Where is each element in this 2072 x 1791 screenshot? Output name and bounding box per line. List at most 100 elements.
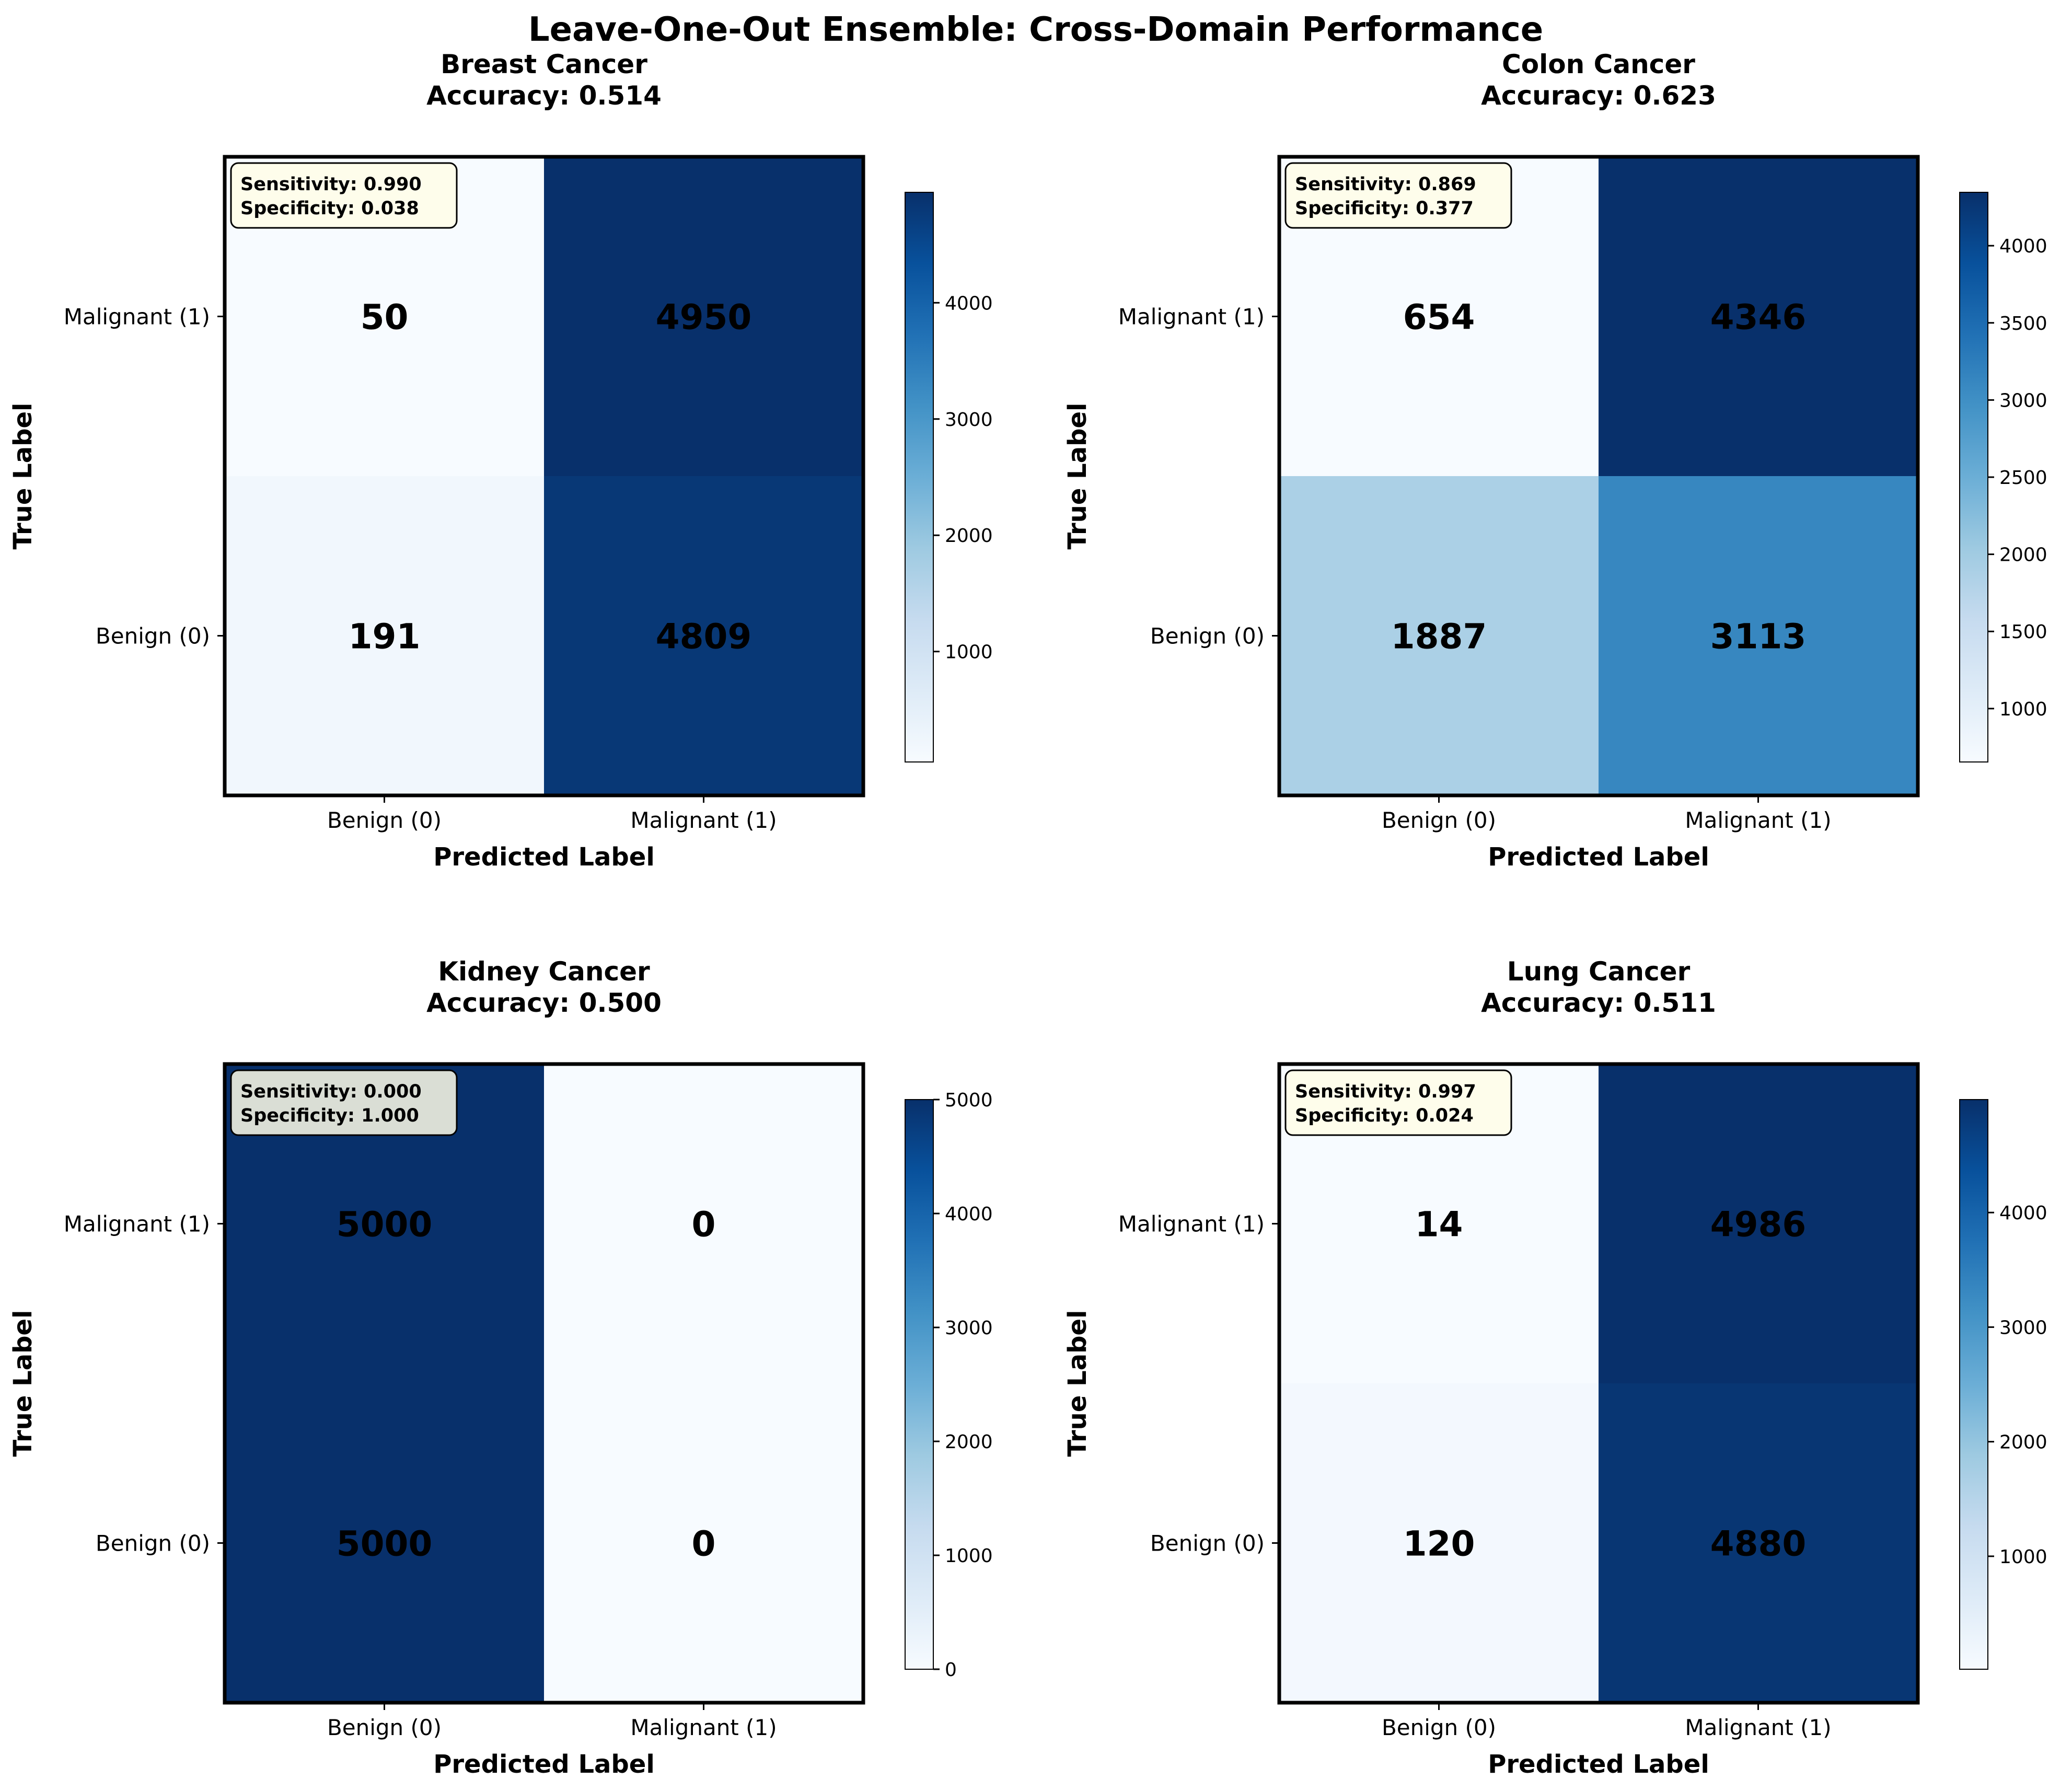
heatmap-frame (1277, 1062, 1920, 1705)
colorbar-tick-label: 5000 (945, 1090, 993, 1111)
colorbar-tick-label: 2000 (945, 1431, 993, 1453)
x-tick-label: Benign (0) (327, 807, 442, 833)
colorbar-tick-label: 2000 (1999, 1432, 2047, 1453)
y-axis-label: True Label (1063, 403, 1092, 550)
y-axis-label: True Label (8, 403, 38, 550)
sensitivity-label: Sensitivity: 0.000 (240, 1081, 422, 1102)
metrics-box (230, 162, 458, 229)
y-tick-label: Benign (0) (96, 1531, 210, 1556)
colorbar-tick-label: 3000 (945, 1318, 993, 1339)
sensitivity-label: Sensitivity: 0.997 (1295, 1081, 1476, 1102)
accuracy-label: Accuracy: 0.514 (426, 80, 662, 111)
colorbar-tick-label: 1000 (1999, 1546, 2047, 1568)
colorbar (905, 1099, 934, 1670)
colorbar (1959, 1099, 1988, 1670)
cell-value: 191 (349, 617, 421, 657)
heatmap-cell (1279, 1383, 1599, 1703)
x-tick-label: Benign (0) (1382, 807, 1496, 833)
y-tick-label: Benign (0) (96, 623, 210, 649)
colorbar-tick-label: 2000 (945, 525, 993, 547)
colorbar-tick-label: 4000 (945, 1204, 993, 1225)
cell-value: 14 (1415, 1205, 1463, 1245)
cell-value: 654 (1403, 297, 1475, 338)
x-tick-label: Malignant (1) (630, 807, 777, 833)
colorbar-tick-label: 3500 (1999, 313, 2047, 334)
x-tick-label: Malignant (1) (1685, 1715, 1831, 1740)
cell-value: 0 (692, 1524, 716, 1564)
cell-value: 5000 (337, 1524, 433, 1564)
specificity-label: Specificity: 0.377 (1295, 198, 1474, 219)
specificity-label: Specificity: 1.000 (240, 1105, 419, 1126)
x-axis-label: Predicted Label (433, 1750, 655, 1779)
heatmap-cell (1599, 476, 1918, 795)
colorbar-tick-label: 1000 (1999, 699, 2047, 720)
panel-title: Lung Cancer (1507, 956, 1691, 987)
x-axis-label: Predicted Label (1488, 842, 1709, 872)
x-axis-label: Predicted Label (1488, 1750, 1709, 1779)
colorbar-tick-label: 1000 (945, 1545, 993, 1567)
heatmap-cell (225, 1383, 544, 1703)
colorbar-tick-label: 1000 (945, 642, 993, 663)
metrics-box (230, 1069, 458, 1136)
y-axis-label: True Label (8, 1310, 38, 1457)
y-axis-label: True Label (1063, 1310, 1092, 1457)
heatmap-cell (1599, 1383, 1918, 1703)
specificity-label: Specificity: 0.038 (240, 198, 419, 219)
colorbar-tick-label: 2000 (1999, 545, 2047, 566)
accuracy-label: Accuracy: 0.500 (426, 988, 662, 1018)
colorbar-tick-label: 3000 (1999, 1317, 2047, 1338)
cell-value: 4346 (1710, 297, 1807, 338)
y-tick-label: Malignant (1) (1118, 304, 1265, 330)
y-tick-label: Malignant (1) (1118, 1211, 1265, 1237)
heatmap-cell (225, 476, 544, 795)
y-tick-label: Malignant (1) (64, 304, 210, 330)
y-tick-label: Benign (0) (1150, 623, 1265, 649)
cell-value: 4986 (1710, 1205, 1807, 1245)
cell-value: 5000 (337, 1205, 433, 1245)
accuracy-label: Accuracy: 0.511 (1481, 988, 1716, 1018)
cell-value: 4809 (656, 617, 752, 657)
metrics-box (1284, 1069, 1512, 1136)
x-tick-label: Benign (0) (1382, 1715, 1496, 1740)
heatmap-cell (1599, 157, 1918, 476)
sensitivity-label: Sensitivity: 0.990 (240, 174, 422, 195)
cell-value: 50 (361, 297, 409, 338)
heatmap-frame (223, 1062, 865, 1705)
panel-title: Colon Cancer (1502, 49, 1695, 79)
heatmap-cell (544, 157, 863, 476)
sensitivity-label: Sensitivity: 0.869 (1295, 174, 1476, 195)
colorbar-tick-label: 1500 (1999, 621, 2047, 643)
x-tick-label: Malignant (1) (630, 1715, 777, 1740)
cell-value: 0 (692, 1205, 716, 1245)
cell-value: 1887 (1391, 617, 1487, 657)
accuracy-label: Accuracy: 0.623 (1481, 80, 1716, 111)
y-tick-label: Benign (0) (1150, 1531, 1265, 1556)
cell-value: 4950 (656, 297, 752, 338)
x-axis-label: Predicted Label (433, 842, 655, 872)
panel-title: Kidney Cancer (438, 956, 650, 987)
colorbar-tick-label: 3000 (945, 409, 993, 431)
specificity-label: Specificity: 0.024 (1295, 1105, 1474, 1126)
colorbar-tick-label: 3000 (1999, 390, 2047, 411)
heatmap-frame (1277, 155, 1920, 798)
colorbar-tick-label: 0 (945, 1659, 957, 1681)
cell-value: 4880 (1710, 1524, 1807, 1564)
heatmap-cell (544, 1383, 863, 1703)
cell-value: 3113 (1710, 617, 1807, 657)
colorbar (905, 192, 934, 762)
x-tick-label: Malignant (1) (1685, 807, 1831, 833)
metrics-box (1284, 162, 1512, 229)
x-tick-label: Benign (0) (327, 1715, 442, 1740)
figure-title: Leave-One-Out Ensemble: Cross-Domain Per… (528, 10, 1543, 49)
colorbar-tick-label: 4000 (1999, 1203, 2047, 1224)
heatmap-cell (1279, 476, 1599, 795)
y-tick-label: Malignant (1) (64, 1211, 210, 1237)
colorbar-tick-label: 2500 (1999, 467, 2047, 489)
heatmap-cell (1599, 1064, 1918, 1383)
